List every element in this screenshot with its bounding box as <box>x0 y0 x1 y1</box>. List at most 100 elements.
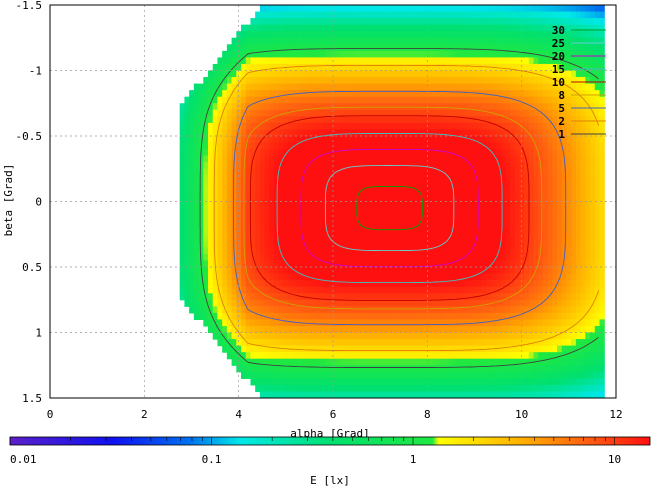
heatmap-cell <box>448 149 454 157</box>
heatmap-cell <box>514 365 520 373</box>
heatmap-cell <box>363 11 369 19</box>
heatmap-cell <box>382 240 388 248</box>
heatmap-cell <box>358 136 365 144</box>
heatmap-cell <box>264 37 270 45</box>
heatmap-cell <box>448 24 454 32</box>
heatmap-cell <box>571 227 577 235</box>
heatmap-cell <box>528 116 535 124</box>
heatmap-cell <box>481 371 487 379</box>
heatmap-cell <box>486 31 492 39</box>
heatmap-cell <box>292 116 299 124</box>
heatmap-cell <box>443 109 450 117</box>
heatmap-cell <box>208 214 214 222</box>
heatmap-cell <box>283 208 289 216</box>
heatmap-cell <box>184 136 190 144</box>
heatmap-cell <box>391 18 398 26</box>
heatmap-cell <box>533 253 539 262</box>
heatmap-cell <box>533 345 539 353</box>
heatmap-cell <box>396 168 402 176</box>
heatmap-cell <box>453 352 459 360</box>
heatmap-cell <box>575 319 582 327</box>
heatmap-cell <box>292 319 299 327</box>
heatmap-cell <box>590 267 596 275</box>
heatmap-cell <box>269 345 275 353</box>
heatmap-cell <box>495 371 502 379</box>
heatmap-cell <box>363 253 369 262</box>
heatmap-cell <box>368 306 374 314</box>
heatmap-cell <box>349 142 355 150</box>
heatmap-cell <box>335 378 341 386</box>
heatmap-cell <box>212 253 219 262</box>
heatmap-cell <box>585 122 591 131</box>
heatmap-cell <box>231 306 237 314</box>
heatmap-cell <box>476 63 483 72</box>
heatmap-cell <box>505 352 511 360</box>
heatmap-cell <box>509 37 516 45</box>
heatmap-cell <box>486 50 492 58</box>
heatmap-cell <box>467 194 473 203</box>
heatmap-cell <box>236 339 242 347</box>
heatmap-cell <box>236 129 242 137</box>
heatmap-cell <box>373 332 379 340</box>
heatmap-cell <box>283 24 289 32</box>
heatmap-cell <box>472 103 478 111</box>
heatmap-cell <box>561 208 568 216</box>
heatmap-cell <box>585 339 591 347</box>
heatmap-cell <box>486 208 492 216</box>
heatmap-cell <box>552 391 558 398</box>
heatmap-cell <box>528 365 535 373</box>
heatmap-cell <box>283 312 289 320</box>
heatmap-cell <box>542 280 549 288</box>
heatmap-cell <box>585 129 591 137</box>
heatmap-cell <box>250 221 256 229</box>
heatmap-cell <box>566 332 572 340</box>
heatmap-cell <box>292 44 299 52</box>
heatmap-cell <box>406 273 412 281</box>
heatmap-cell <box>547 162 553 170</box>
heatmap-cell <box>373 44 379 52</box>
heatmap-cell <box>538 96 544 104</box>
heatmap-cell <box>198 234 204 242</box>
heatmap-cell <box>472 345 478 353</box>
heatmap-cell <box>278 136 285 144</box>
heatmap-cell <box>340 142 346 150</box>
heatmap-cell <box>302 142 308 150</box>
heatmap-cell <box>396 358 402 366</box>
heatmap-cell <box>566 293 572 301</box>
heatmap-cell <box>231 260 237 268</box>
heatmap-cell <box>391 267 398 275</box>
heatmap-cell <box>495 319 502 327</box>
heatmap-cell <box>420 129 426 137</box>
heatmap-cell <box>245 96 252 104</box>
heatmap-cell <box>457 319 464 327</box>
heatmap-cell <box>307 345 313 353</box>
heatmap-cell <box>321 365 327 373</box>
heatmap-cell <box>325 273 332 281</box>
heatmap-cell <box>590 44 596 52</box>
heatmap-cell <box>561 162 568 170</box>
heatmap-cell <box>429 365 436 373</box>
heatmap-cell <box>542 319 549 327</box>
heatmap-cell <box>580 103 586 111</box>
heatmap-cell <box>241 325 247 334</box>
heatmap-cell <box>344 90 351 98</box>
heatmap-cell <box>321 201 327 209</box>
heatmap-cell <box>439 162 445 170</box>
heatmap-cell <box>453 306 459 314</box>
heatmap-cell <box>415 286 421 294</box>
heatmap-cell <box>575 378 582 386</box>
heatmap-cell <box>255 37 261 45</box>
heatmap-cell <box>547 365 553 373</box>
heatmap-cell <box>302 44 308 52</box>
heatmap-cell <box>585 267 591 275</box>
heatmap-cell <box>288 90 294 98</box>
heatmap-cell <box>278 221 285 229</box>
heatmap-cell <box>420 37 426 45</box>
heatmap-cell <box>203 175 209 183</box>
heatmap-cell <box>325 286 332 294</box>
heatmap-cell <box>363 358 369 366</box>
heatmap-cell <box>505 142 511 150</box>
heatmap-cell <box>453 260 459 268</box>
heatmap-cell <box>335 136 341 144</box>
heatmap-cell <box>198 247 204 255</box>
